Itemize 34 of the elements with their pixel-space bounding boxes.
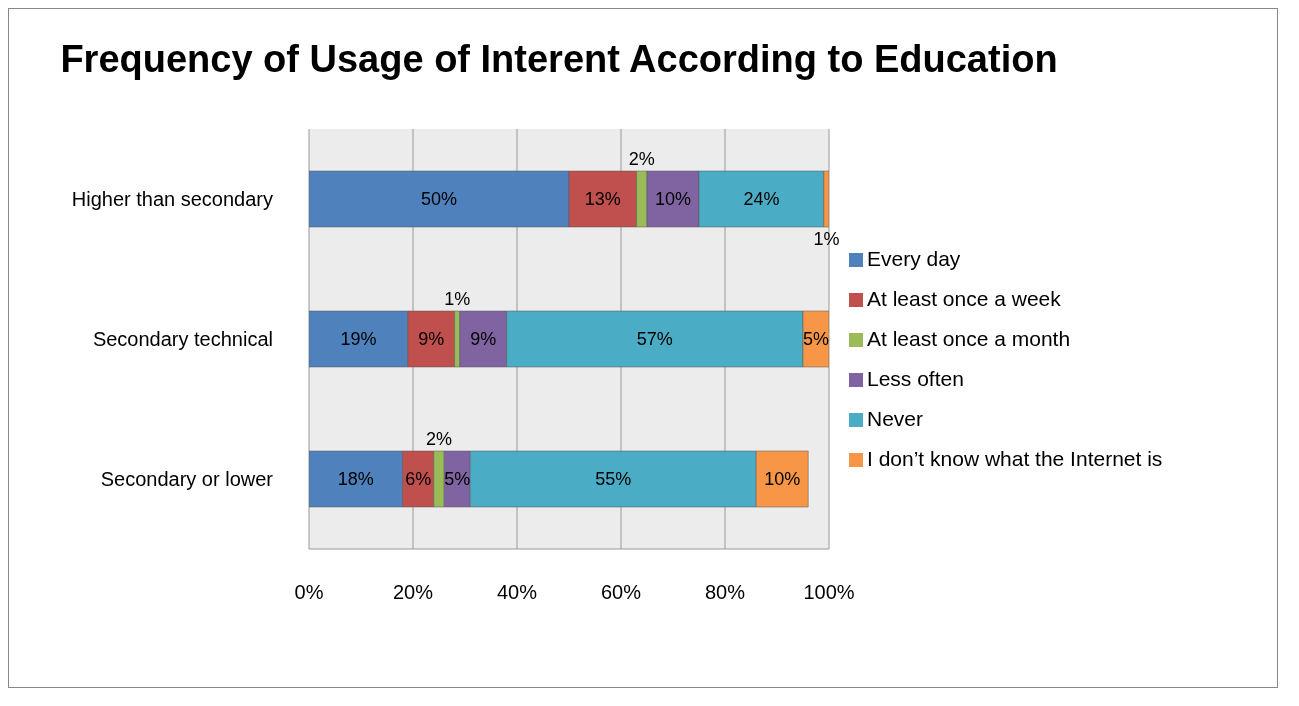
data-label: 2%: [425, 429, 453, 449]
data-label: 1%: [813, 229, 840, 249]
data-label: 5%: [802, 329, 830, 349]
data-label: 19%: [340, 329, 377, 349]
legend-label: Never: [867, 407, 924, 430]
data-label: 9%: [418, 329, 445, 349]
x-tick-label: 100%: [803, 581, 855, 604]
data-label: 55%: [595, 469, 632, 489]
x-tick-label: 20%: [392, 581, 434, 604]
data-label: 5%: [444, 469, 471, 489]
y-tick-label: Secondary or lower: [100, 468, 274, 491]
data-label: 10%: [654, 189, 692, 209]
data-label: 9%: [470, 329, 497, 349]
x-tick-label: 80%: [704, 581, 746, 604]
data-label: 10%: [764, 469, 801, 489]
data-label: 6%: [405, 469, 432, 489]
data-label: 13%: [584, 189, 621, 209]
y-tick-label: Secondary technical: [92, 328, 273, 351]
data-label: 24%: [743, 189, 780, 209]
y-tick-label: Higher than secondary: [71, 188, 273, 211]
x-tick-label: 0%: [294, 581, 324, 604]
legend-label: Every day: [867, 247, 961, 270]
data-label: 1%: [444, 289, 471, 309]
chart-title: Frequency of Usage of Interent According to Education: [59, 37, 1059, 82]
data-label: 2%: [628, 149, 655, 169]
x-tick-label: 40%: [496, 581, 538, 604]
legend-label: Less often: [867, 367, 964, 390]
data-label: 18%: [337, 469, 374, 489]
legend-label: At least once a month: [867, 327, 1071, 350]
data-label: 57%: [636, 329, 673, 349]
x-tick-label: 60%: [600, 581, 642, 604]
legend-label: I don’t know what the Internet is: [867, 447, 1163, 470]
data-label: 50%: [420, 189, 458, 209]
legend-label: At least once a week: [867, 287, 1061, 310]
